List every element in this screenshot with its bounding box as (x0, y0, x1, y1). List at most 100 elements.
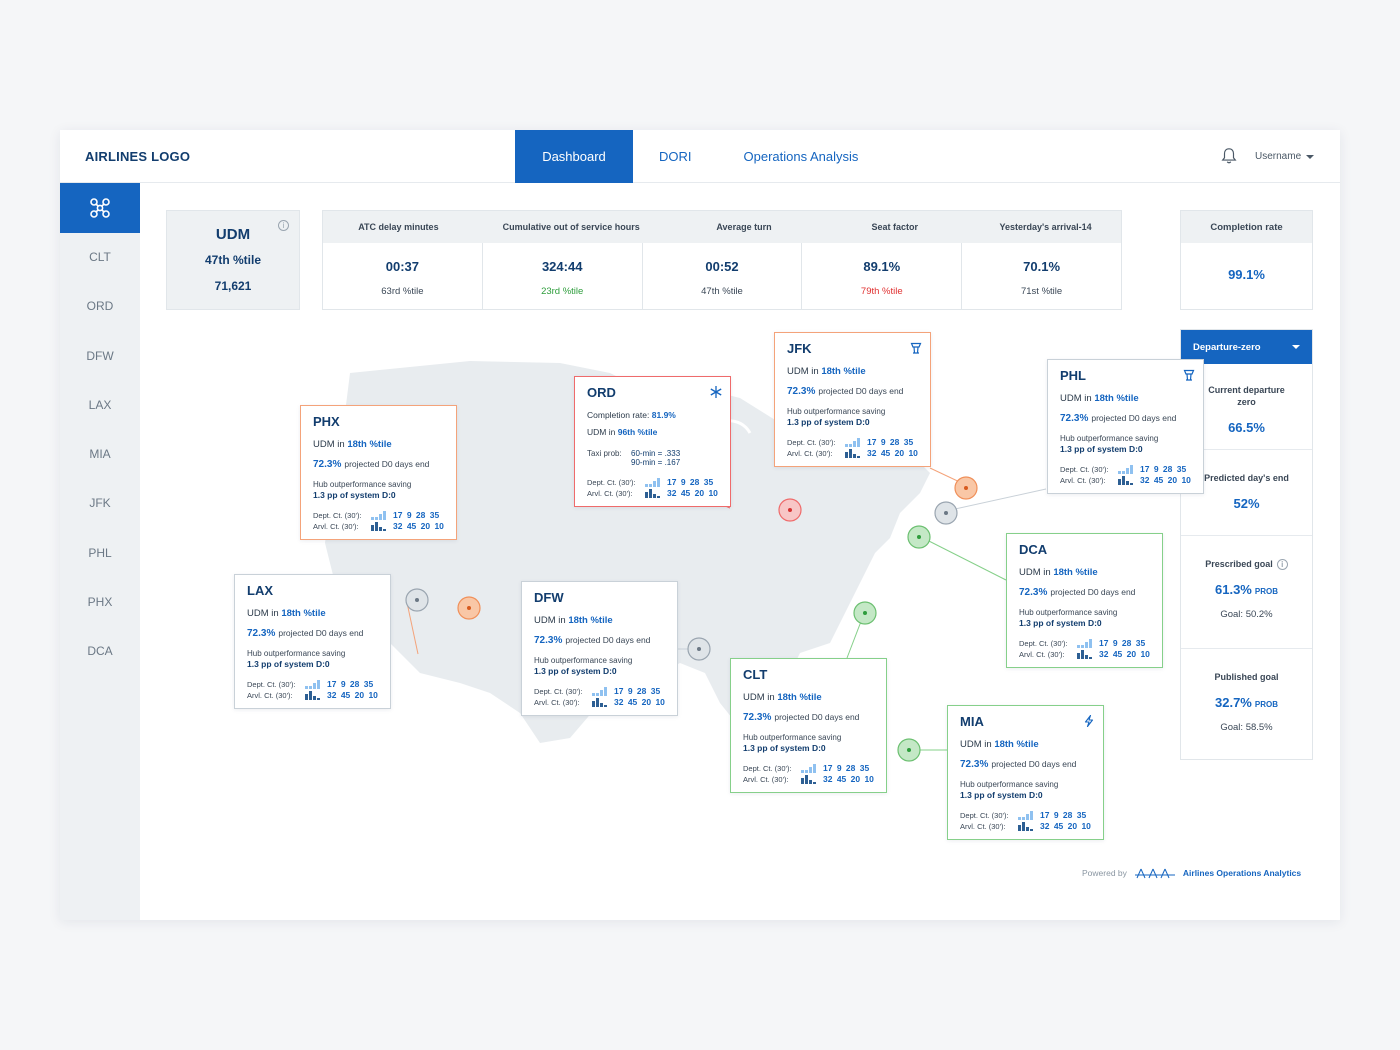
count-table: Dept. Ct. (30'): 17 9 28 35 Arvl. Ct. (30… (1060, 464, 1191, 485)
sidebar-item-ord[interactable]: ORD (86, 299, 114, 314)
udm-title: UDM (215, 226, 251, 243)
arvl-bars (845, 448, 867, 458)
marker-lax (405, 588, 429, 612)
airport-code: LAX (247, 583, 273, 598)
completion-rate-label: Completion rate (1181, 211, 1312, 243)
kpi-cell-seat[interactable]: 89.1% 79th %tile (801, 243, 961, 309)
kpi-value: 00:52 (705, 259, 739, 274)
hub-line: Hub outperformance saving 1.3 pp of syste… (743, 733, 842, 753)
dept-bars (801, 763, 823, 773)
sidebar-item-lax[interactable]: LAX (88, 397, 112, 412)
dept-bars (645, 477, 667, 487)
dept-bars (371, 510, 393, 520)
prescribed-value: 61.3% (1215, 582, 1252, 597)
airport-card-mia[interactable]: MIA UDM in 18th %tile 72.3% projected D0 … (947, 705, 1104, 840)
current-value: 66.5% (1228, 420, 1265, 435)
udm-line: UDM in 18th %tile (1060, 393, 1139, 404)
chevron-down-icon (1292, 345, 1300, 349)
kpi-table: ATC delay minutes Cumulative out of serv… (322, 210, 1122, 310)
kpi-cell-atc[interactable]: 00:37 63rd %tile (323, 243, 482, 309)
arvl-bars (305, 690, 327, 700)
prescribed-label: Prescribed goal (1205, 559, 1273, 569)
kpi-sub: 71st %tile (1020, 286, 1063, 297)
sidebar-item-jfk[interactable]: JFK (89, 496, 111, 511)
kpi-sub: 79th %tile (860, 286, 903, 297)
marker-jfk (954, 476, 978, 500)
kpi-value-row: 00:37 63rd %tile 324:44 23rd %tile 00:52 47… (323, 243, 1121, 309)
sidebar-item-phx[interactable]: PHX (87, 595, 113, 610)
udm-line: UDM in 18th %tile (787, 366, 866, 377)
completion-rate-value: 99.1% (1228, 267, 1265, 282)
airport-card-phl[interactable]: PHL UDM in 18th %tile 72.3% projected D0 … (1047, 359, 1204, 494)
hub-line: Hub outperformance saving 1.3 pp of syste… (1019, 608, 1118, 628)
dashboard-main: i UDM 47th %tile 71,621 ATC delay minute… (140, 183, 1340, 920)
kpi-value: 324:44 (541, 259, 583, 274)
count-table: Dept. Ct. (30'): 17 9 28 35 Arvl. Ct. (30… (534, 686, 665, 707)
tab-operations-analysis[interactable]: Operations Analysis (743, 149, 859, 164)
airport-card-lax[interactable]: LAX UDM in 18th %tile 72.3% projected D0 … (234, 574, 391, 709)
tab-dashboard[interactable]: Dashboard (515, 130, 633, 183)
airport-card-ord[interactable]: ORD Completion rate: 81.9% UDM in 96th %… (574, 376, 731, 507)
airport-card-jfk[interactable]: JFK UDM in 18th %tile 72.3% projected D0 … (774, 332, 931, 467)
prescribed-goal: Prescribed goal i 61.3% PROB Goal: 50.2% (1181, 536, 1312, 649)
snowflake-icon (710, 386, 722, 398)
count-table: Dept. Ct. (30'): 17 9 28 35 Arvl. Ct. (30… (960, 810, 1091, 831)
sidebar-item-dfw[interactable]: DFW (86, 348, 114, 363)
notification-bell-icon[interactable] (1220, 147, 1238, 165)
arvl-bars (1018, 821, 1040, 831)
published-value: 32.7% (1215, 695, 1252, 710)
airport-card-phx[interactable]: PHX UDM in 18th %tile 72.3% projected D0 … (300, 405, 457, 540)
count-table: Dept. Ct. (30'): 17 9 28 35 Arvl. Ct. (30… (313, 510, 444, 531)
marker-phl (934, 501, 958, 525)
info-icon[interactable]: i (278, 220, 289, 231)
projected-line: 72.3% projected D0 days end (247, 628, 364, 639)
user-menu[interactable]: Username (1255, 151, 1315, 162)
chevron-down-icon (1306, 154, 1315, 159)
sidebar-item-clt[interactable]: CLT (89, 250, 111, 264)
sidebar-item-mia[interactable]: MIA (89, 447, 111, 462)
published-label: Published goal (1214, 672, 1279, 682)
airline-logo[interactable]: AIRLINES LOGO (85, 149, 191, 164)
dept-bars (1118, 464, 1140, 474)
sidebar-network-button[interactable] (60, 183, 140, 233)
hub-line: Hub outperformance saving 1.3 pp of syste… (313, 480, 412, 500)
info-icon[interactable]: i (1276, 558, 1288, 570)
departure-zero-dropdown[interactable]: Departure-zero (1181, 330, 1312, 364)
published-unit: PROB (1254, 700, 1278, 709)
airport-card-dfw[interactable]: DFW UDM in 18th %tile 72.3% projected D0 … (521, 581, 678, 716)
udm-value: 71,621 (214, 279, 252, 293)
predicted-days-end: Predicted day's end 52% (1181, 450, 1312, 536)
tab-dori[interactable]: DORI (659, 149, 692, 164)
hub-line: Hub outperformance saving 1.3 pp of syste… (534, 656, 633, 676)
kpi-label-arrival: Yesterday's arrival-14 (999, 222, 1092, 232)
kpi-cell-oos[interactable]: 324:44 23rd %tile (481, 243, 642, 309)
sidebar-item-phl[interactable]: PHL (88, 545, 112, 560)
airport-code: CLT (743, 667, 768, 682)
kpi-cell-arrival[interactable]: 70.1% 71st %tile (961, 243, 1121, 309)
top-header: AIRLINES LOGO Dashboard DORI Operations … (60, 130, 1340, 183)
count-table: Dept. Ct. (30'): 17 9 28 35 Arvl. Ct. (30… (743, 763, 874, 784)
marker-phx (457, 596, 481, 620)
marker-dfw (687, 637, 711, 661)
current-departure-zero: Current departure zero 66.5% (1181, 364, 1312, 450)
projected-line: 72.3% projected D0 days end (1060, 413, 1177, 424)
marker-ord (778, 498, 802, 522)
analytics-logo-icon (1134, 868, 1175, 879)
control-tower-icon (1183, 369, 1195, 381)
projected-line: 72.3% projected D0 days end (313, 459, 430, 470)
airport-markers (405, 476, 978, 762)
powered-by-footer: Powered by Airlines Operations Analytics (1082, 867, 1301, 879)
count-table: Dept. Ct. (30'): 17 9 28 35 Arvl. Ct. (30… (1019, 638, 1150, 659)
count-table: Dept. Ct. (30'): 17 9 28 35 Arvl. Ct. (30… (587, 477, 718, 498)
airport-code: PHL (1060, 368, 1086, 383)
kpi-cell-turn[interactable]: 00:52 47th %tile (641, 243, 802, 309)
kpi-label-oos: Cumulative out of service hours (502, 222, 640, 232)
kpi-header-row: ATC delay minutes Cumulative out of serv… (323, 211, 1121, 243)
control-tower-icon (910, 342, 922, 354)
airport-card-dca[interactable]: DCA UDM in 18th %tile 72.3% projected D0 … (1006, 533, 1163, 668)
hub-line: Hub outperformance saving 1.3 pp of syste… (1060, 434, 1159, 454)
sidebar-item-dca[interactable]: DCA (87, 644, 113, 659)
powered-by-label: Powered by (1082, 868, 1127, 878)
airport-card-clt[interactable]: CLT UDM in 18th %tile 72.3% projected D0 … (730, 658, 887, 793)
count-table: Dept. Ct. (30'): 17 9 28 35 Arvl. Ct. (30… (247, 679, 378, 700)
